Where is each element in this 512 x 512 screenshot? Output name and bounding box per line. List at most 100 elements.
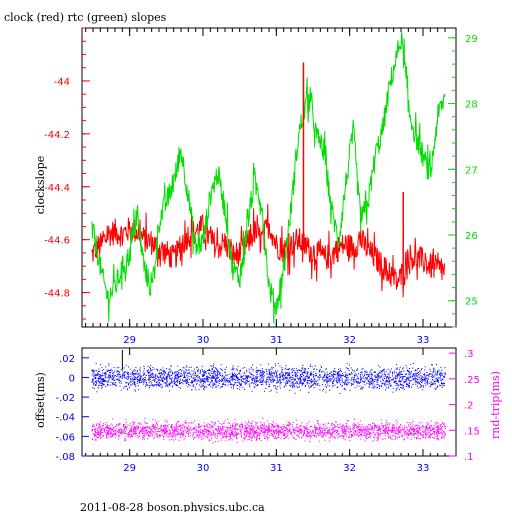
rndtrip-point bbox=[181, 426, 183, 428]
offset-point bbox=[134, 378, 136, 380]
rndtrip-point bbox=[282, 429, 284, 431]
offset-point bbox=[210, 365, 212, 367]
offset-point bbox=[276, 373, 277, 375]
rndtrip-point bbox=[129, 431, 131, 433]
offset-point bbox=[376, 376, 378, 378]
rndtrip-point bbox=[104, 428, 105, 430]
offset-point bbox=[149, 385, 151, 386]
rndtrip-point bbox=[156, 428, 158, 429]
rndtrip-point bbox=[152, 419, 154, 421]
offset-point bbox=[425, 384, 427, 386]
offset-point bbox=[275, 370, 276, 372]
offset-point bbox=[444, 367, 446, 369]
rndtrip-point bbox=[199, 430, 201, 432]
offset-point bbox=[376, 383, 378, 385]
offset-point bbox=[422, 384, 424, 386]
rndtrip-point bbox=[113, 430, 115, 432]
offset-point bbox=[374, 371, 376, 373]
rndtrip-point bbox=[180, 427, 182, 429]
rndtrip-point bbox=[117, 425, 119, 427]
offset-point bbox=[115, 385, 117, 387]
offset-point bbox=[298, 383, 300, 385]
offset-point bbox=[105, 380, 107, 382]
rndtrip-point bbox=[171, 428, 173, 430]
offset-point bbox=[160, 372, 162, 374]
rndtrip-point bbox=[283, 434, 285, 436]
offset-point bbox=[425, 377, 427, 379]
offset-point bbox=[250, 368, 252, 370]
offset-point bbox=[308, 383, 310, 384]
rndtrip-point bbox=[145, 422, 147, 424]
rndtrip-point bbox=[182, 432, 184, 434]
offset-point bbox=[252, 370, 254, 372]
rndtrip-point bbox=[410, 423, 412, 425]
offset-point bbox=[113, 379, 115, 381]
offset-point bbox=[330, 371, 332, 373]
rndtrip-point bbox=[101, 437, 103, 439]
rndtrip-point bbox=[198, 432, 199, 434]
rndtrip-point bbox=[105, 434, 107, 436]
offset-point bbox=[298, 370, 300, 371]
offset-point bbox=[376, 377, 378, 378]
offset-point bbox=[212, 385, 214, 387]
offset-point bbox=[263, 381, 265, 383]
offset-point bbox=[377, 379, 379, 381]
rndtrip-point bbox=[382, 432, 384, 434]
offset-point bbox=[301, 367, 303, 369]
rndtrip-point bbox=[361, 431, 363, 433]
offset-point bbox=[246, 377, 248, 379]
offset-point bbox=[168, 371, 170, 373]
offset-point bbox=[211, 377, 213, 379]
offset-point bbox=[399, 380, 401, 382]
rndtrip-point bbox=[246, 433, 248, 435]
offset-point bbox=[371, 376, 372, 378]
offset-point bbox=[183, 370, 185, 372]
offset-point bbox=[369, 384, 371, 386]
offset-point bbox=[370, 370, 372, 372]
offset-point bbox=[269, 372, 271, 374]
offset-point bbox=[127, 378, 128, 380]
rndtrip-point bbox=[436, 429, 438, 430]
rndtrip-point bbox=[333, 429, 335, 430]
offset-point bbox=[216, 377, 217, 379]
rndtrip-point bbox=[410, 426, 412, 428]
offset-point bbox=[117, 371, 119, 373]
offset-point bbox=[253, 375, 255, 376]
offset-point bbox=[427, 374, 428, 376]
offset-point bbox=[325, 386, 327, 388]
offset-point bbox=[181, 370, 183, 372]
offset-point bbox=[437, 380, 439, 382]
offset-point bbox=[177, 373, 179, 375]
offset-point bbox=[175, 374, 177, 376]
offset-point bbox=[143, 377, 145, 379]
rndtrip-point bbox=[300, 429, 302, 431]
rndtrip-point bbox=[372, 430, 374, 432]
offset-point bbox=[178, 372, 180, 374]
offset-point bbox=[310, 381, 312, 382]
offset-point bbox=[341, 374, 342, 376]
offset-point bbox=[257, 380, 259, 382]
rndtrip-point bbox=[263, 423, 265, 425]
offset-point bbox=[219, 373, 221, 375]
offset-point bbox=[405, 373, 407, 375]
offset-point bbox=[115, 383, 117, 385]
offset-point bbox=[179, 375, 181, 377]
offset-point bbox=[279, 378, 281, 380]
rndtrip-point bbox=[160, 424, 162, 426]
offset-point bbox=[326, 375, 328, 377]
offset-point bbox=[418, 373, 420, 375]
rndtrip-point bbox=[394, 425, 395, 427]
offset-point bbox=[342, 382, 344, 384]
rndtrip-point bbox=[366, 433, 368, 435]
offset-point bbox=[107, 384, 108, 386]
offset-point bbox=[158, 370, 160, 372]
rndtrip-point bbox=[393, 427, 395, 429]
offset-point bbox=[137, 377, 139, 379]
offset-point bbox=[395, 380, 397, 382]
rndtrip-point bbox=[306, 433, 308, 435]
rndtrip-point bbox=[411, 432, 412, 434]
rndtrip-point bbox=[154, 431, 156, 433]
rndtrip-point bbox=[281, 427, 283, 429]
offset-point bbox=[408, 379, 410, 381]
rndtrip-point bbox=[324, 429, 326, 431]
